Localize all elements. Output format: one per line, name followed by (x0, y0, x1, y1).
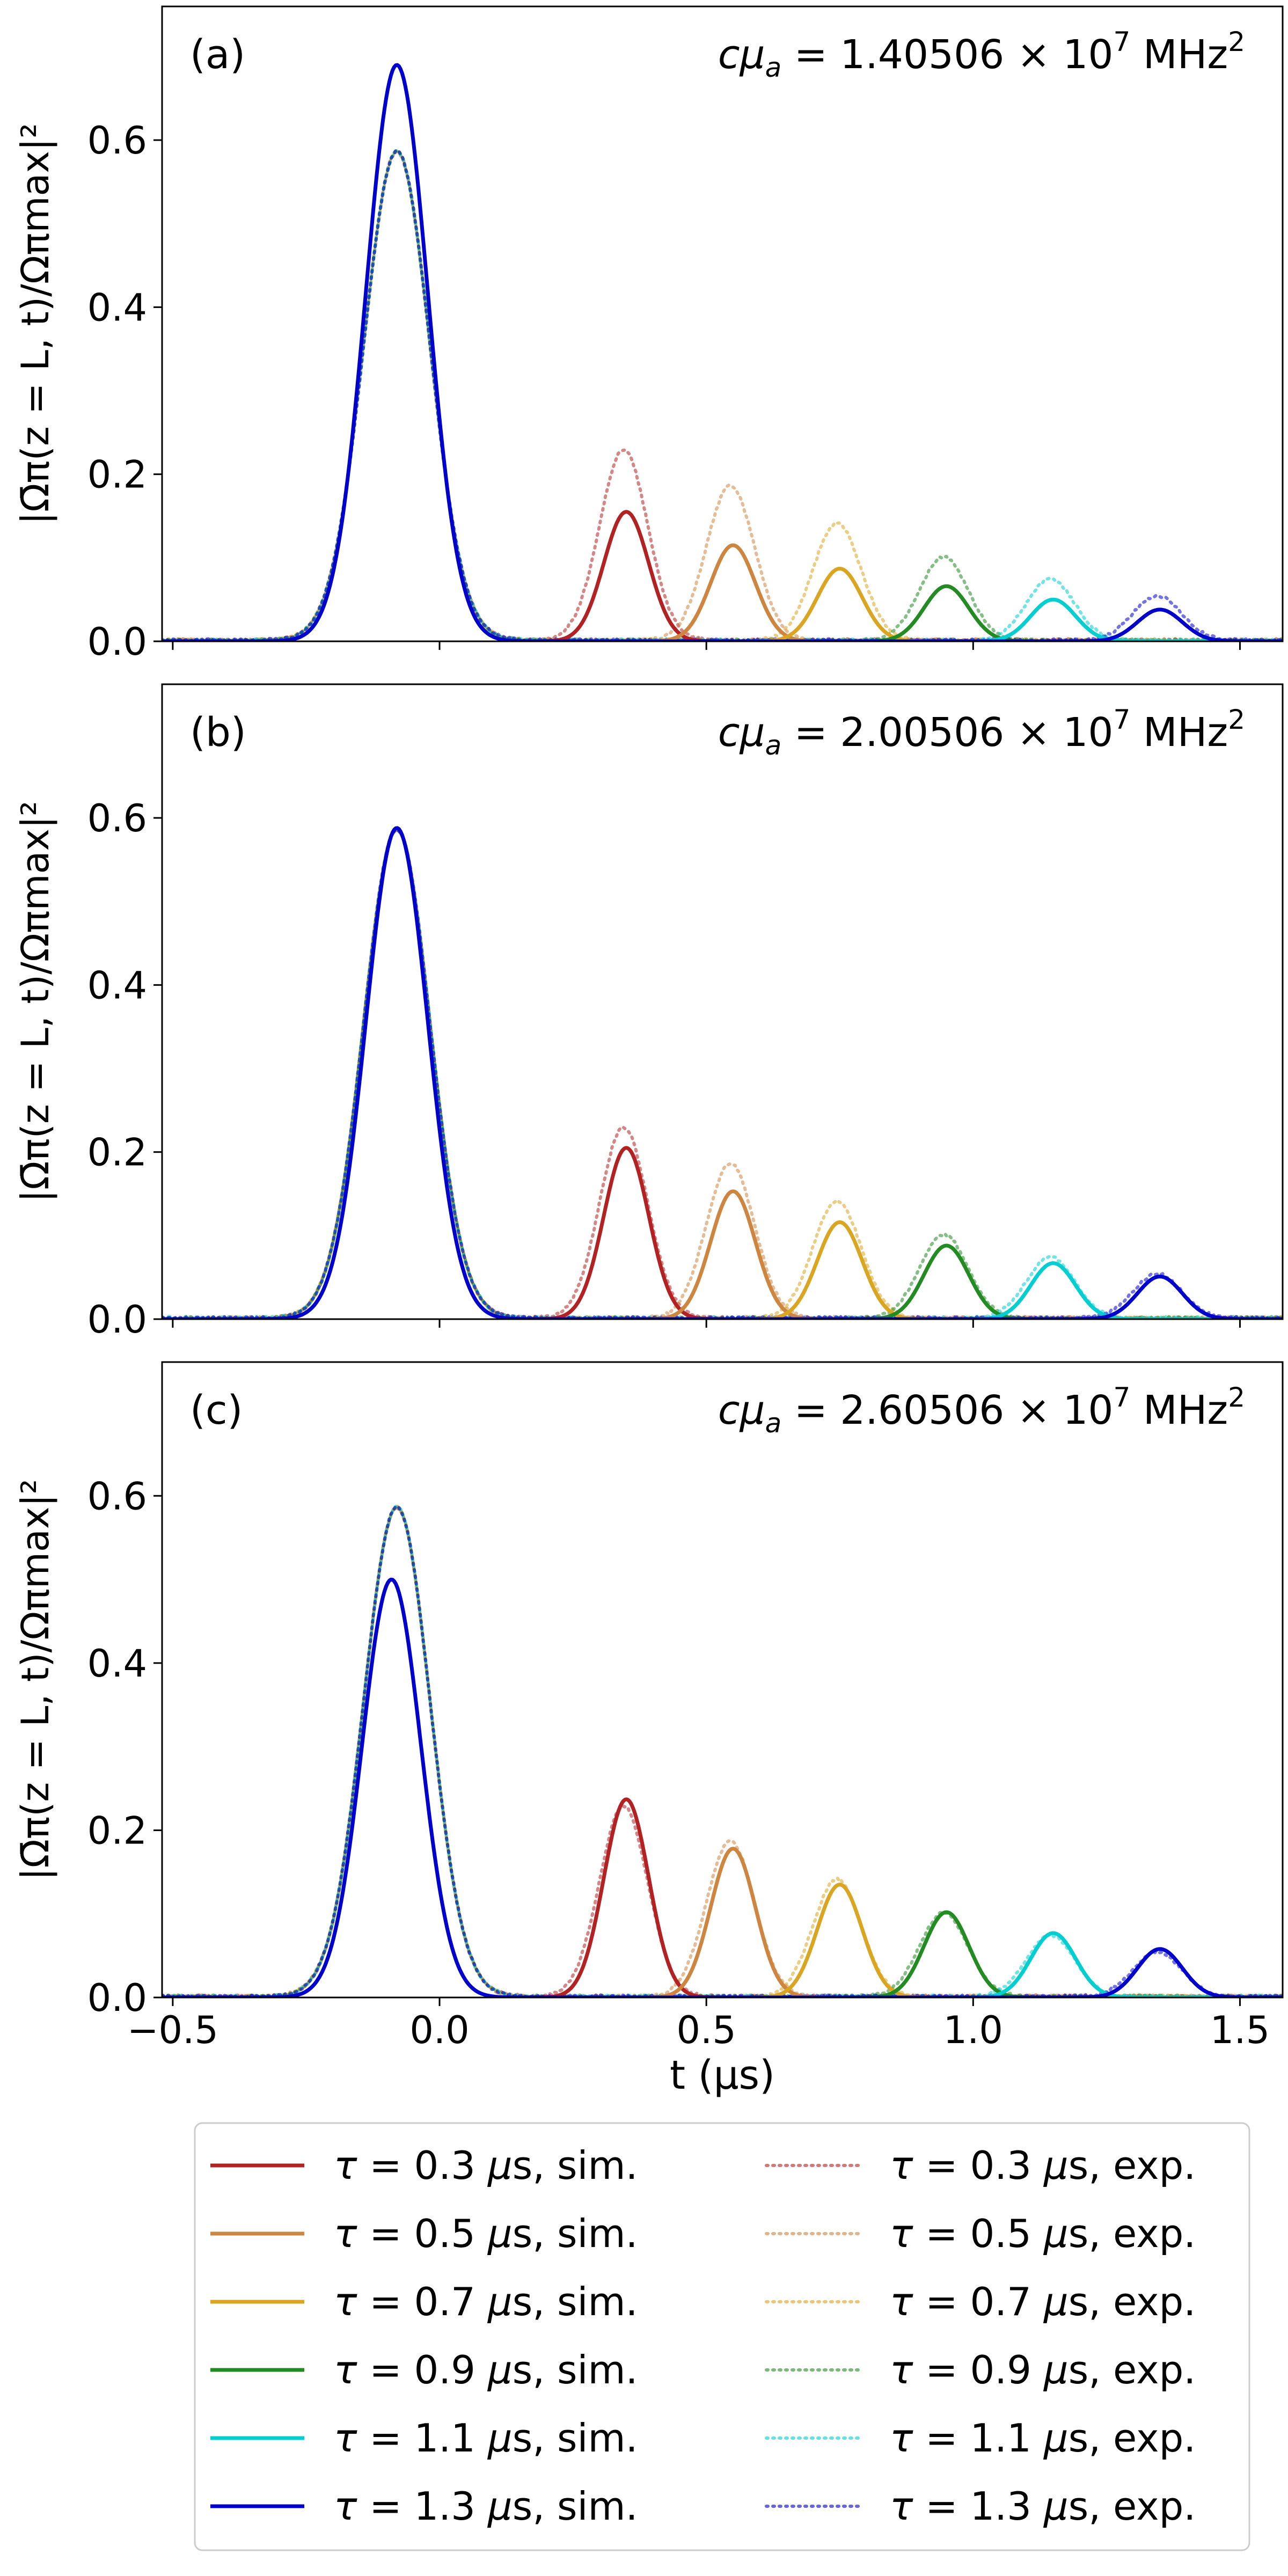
legend-label: τ = 1.1 μs, sim. (334, 2416, 638, 2461)
y-tick-label: 0.0 (87, 620, 147, 664)
y-tick-label: 0.6 (87, 796, 147, 840)
series-line-sim (731, 567, 1283, 641)
series-line-sim (945, 1931, 1283, 1997)
x-tick-label: 0.5 (677, 2008, 736, 2052)
series-line-sim (625, 1189, 1283, 1319)
legend-entry: τ = 0.3 μs, sim. (210, 2143, 638, 2188)
coupling-annotation: cμa = 1.40506 × 107 MHz2 (718, 26, 1245, 83)
legend-entry: τ = 1.1 μs, sim. (210, 2416, 638, 2461)
series-line-sim (518, 1797, 1283, 1997)
legend-entry: τ = 0.7 μs, exp. (765, 2279, 1196, 2324)
chart-panel-a: 0.0 0.2 0.4 0.6 (a) cμa = 1.40506 × 107 MHz2 |… (13, 5, 1284, 664)
legend-label: τ = 0.9 μs, exp. (890, 2347, 1196, 2392)
y-tick-label: 0.4 (87, 963, 147, 1007)
series-line-sim (625, 1847, 1283, 1997)
y-tick-label: 0.4 (87, 1642, 147, 1686)
legend-label: τ = 1.1 μs, exp. (890, 2416, 1196, 2461)
chart-panel-b: 0.0 0.2 0.4 0.6 (b) cμa = 2.00506 × 107 MHz2 |… (13, 683, 1284, 1342)
series-line-sim (838, 584, 1283, 641)
legend-label: τ = 0.3 μs, sim. (334, 2143, 638, 2188)
y-tick-label: 0.6 (87, 1474, 147, 1518)
axes-frame (161, 1361, 1284, 1999)
series-line-sim (731, 1220, 1283, 1319)
legend-entry: τ = 0.3 μs, exp. (765, 2143, 1196, 2188)
legend-entry: τ = 0.9 μs, exp. (765, 2347, 1196, 2392)
panels: 0.0 0.2 0.4 0.6 (a) cμa = 1.40506 × 107 MHz2 |… (13, 5, 1284, 2098)
legend-label: τ = 0.5 μs, sim. (334, 2211, 638, 2256)
legend-entry: τ = 1.3 μs, sim. (210, 2484, 638, 2529)
series-line-sim (518, 1146, 1283, 1319)
legend-label: τ = 0.7 μs, sim. (334, 2279, 638, 2324)
series-line-sim (625, 543, 1283, 641)
y-tick-label: 0.6 (87, 119, 147, 163)
y-axis-label: |Ω̄π(z = L, t)/Ωπmax|² (13, 1479, 57, 1880)
legend-label: τ = 0.9 μs, sim. (334, 2347, 638, 2392)
y-tick-label: 0.2 (87, 1131, 147, 1175)
y-tick-label: 0.2 (87, 453, 147, 497)
x-axis-label: t (μs) (670, 2052, 775, 2098)
x-tick-label: 1.5 (1210, 2008, 1270, 2052)
coupling-annotation: cμa = 2.60506 × 107 MHz2 (718, 1382, 1245, 1439)
series-line-sim (945, 1261, 1283, 1319)
x-tick-label: −0.5 (127, 2008, 218, 2052)
legend-entry: τ = 0.5 μs, exp. (765, 2211, 1196, 2256)
panel-label: (b) (190, 709, 246, 756)
legend: τ = 0.3 μs, sim. τ = 0.5 μs, sim. τ = 0.7 … (194, 2122, 1250, 2551)
series-line-sim (731, 1883, 1283, 1997)
coupling-annotation: cμa = 2.00506 × 107 MHz2 (718, 704, 1245, 761)
series-line-sim (838, 1910, 1283, 1997)
panel-label: (a) (190, 32, 245, 78)
legend-label: τ = 0.7 μs, exp. (890, 2279, 1196, 2324)
x-tick-label: 0.0 (409, 2008, 469, 2052)
legend-box (194, 2122, 1250, 2551)
y-axis-label: |Ω̄π(z = L, t)/Ωπmax|² (13, 123, 57, 524)
panel-label: (c) (190, 1387, 243, 1433)
legend-label: τ = 1.3 μs, exp. (890, 2484, 1196, 2529)
series-line-sim (838, 1243, 1283, 1319)
series-line-sim (518, 510, 1283, 641)
series-line-sim (945, 597, 1283, 641)
legend-entry: τ = 0.7 μs, sim. (210, 2279, 638, 2324)
y-tick-label: 0.0 (87, 1298, 147, 1342)
y-tick-label: 0.0 (87, 1976, 147, 2020)
legend-entry: τ = 1.1 μs, exp. (765, 2416, 1196, 2461)
axes-frame (161, 5, 1284, 642)
chart-panel-c: 0.00.20.40.6−0.5 0.0 0.5 1.0 1.5(c) cμa = 2.6… (13, 1361, 1284, 2098)
y-tick-label: 0.2 (87, 1809, 147, 1853)
legend-label: τ = 0.5 μs, exp. (890, 2211, 1196, 2256)
x-tick-label: 1.0 (943, 2008, 1003, 2052)
y-tick-label: 0.4 (87, 286, 147, 330)
legend-entry: τ = 0.9 μs, sim. (210, 2347, 638, 2392)
legend-entry: τ = 0.5 μs, sim. (210, 2211, 638, 2256)
legend-label: τ = 1.3 μs, sim. (334, 2484, 638, 2529)
axes-frame (161, 683, 1284, 1320)
y-axis-label: |Ω̄π(z = L, t)/Ωπmax|² (13, 801, 57, 1202)
legend-entry: τ = 1.3 μs, exp. (765, 2484, 1196, 2529)
legend-label: τ = 0.3 μs, exp. (890, 2143, 1196, 2188)
